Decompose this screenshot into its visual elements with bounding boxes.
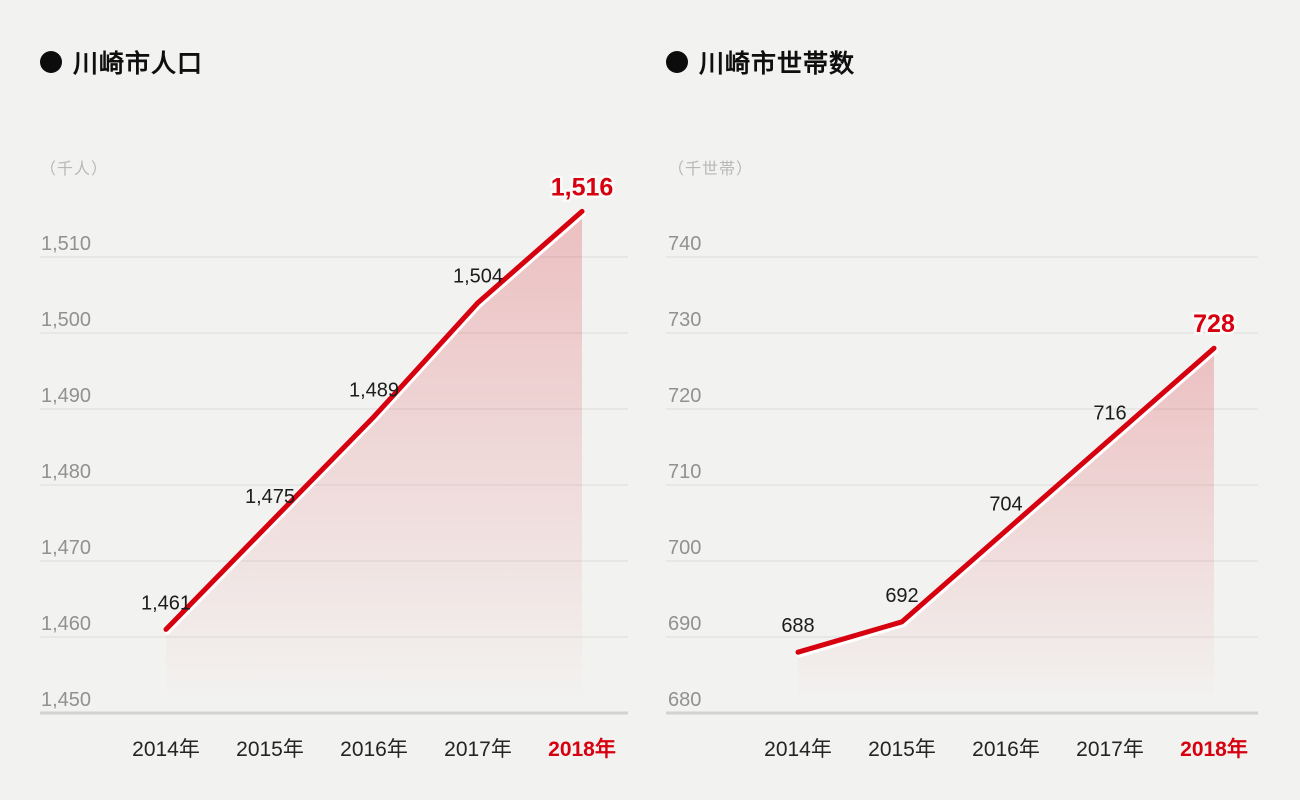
y-tick-label: 1,500 <box>41 309 91 331</box>
y-tick-label: 700 <box>668 537 701 559</box>
households-chart-header: 川崎市世帯数 <box>666 44 855 80</box>
x-tick-label: 2015年 <box>868 738 936 761</box>
y-tick-label: 730 <box>668 309 701 331</box>
highlight-value-label: 728 <box>1193 310 1235 338</box>
value-label: 692 <box>885 585 918 607</box>
x-tick-label-highlight: 2018年 <box>1180 737 1248 761</box>
households-chart-title: 川崎市世帯数 <box>699 50 856 78</box>
y-tick-label: 720 <box>668 385 701 407</box>
population-chart-title: 川崎市人口 <box>73 50 204 78</box>
value-label: 1,475 <box>245 486 295 508</box>
trend-line-shadow <box>165 212 586 635</box>
value-label: 716 <box>1093 402 1126 424</box>
value-label: 1,504 <box>453 266 503 288</box>
value-label: 1,461 <box>141 592 191 614</box>
value-label: 688 <box>781 615 814 637</box>
y-tick-label: 1,460 <box>41 613 91 635</box>
value-label: 1,489 <box>349 380 399 402</box>
y-tick-label: 740 <box>668 233 701 255</box>
y-tick-label: 690 <box>668 613 701 635</box>
value-label: 704 <box>989 494 1022 516</box>
x-tick-label: 2014年 <box>132 738 200 761</box>
highlight-value-label: 1,516 <box>551 173 614 201</box>
households-x-axis: 2014年 2015年 2016年 2017年 2018年 <box>764 737 1248 761</box>
households-unit-label: （千世帯） <box>668 161 754 178</box>
population-unit-label: （千人） <box>40 161 109 178</box>
bullet-icon <box>40 51 62 73</box>
trend-line <box>795 345 1217 655</box>
x-tick-label: 2016年 <box>972 738 1040 761</box>
trend-line-shadow <box>797 348 1218 658</box>
y-tick-label: 1,470 <box>41 537 91 559</box>
x-tick-label-highlight: 2018年 <box>548 737 616 761</box>
y-tick-label: 1,510 <box>41 233 91 255</box>
x-tick-label: 2017年 <box>444 738 512 761</box>
y-tick-label: 680 <box>668 689 701 711</box>
area-fill <box>798 348 1214 702</box>
households-value-labels: 688 692 704 716 728 <box>781 308 1237 638</box>
y-tick-label: 1,450 <box>41 689 91 711</box>
trend-line <box>163 208 585 632</box>
population-x-axis: 2014年 2015年 2016年 2017年 2018年 <box>132 737 616 761</box>
x-tick-label: 2014年 <box>764 738 832 761</box>
area-fill <box>166 211 582 702</box>
bullet-icon <box>666 51 688 73</box>
y-tick-label: 710 <box>668 461 701 483</box>
households-chart: 680 690 700 710 720 730 740 688 692 704 716 728 20… <box>666 233 1258 761</box>
x-tick-label: 2017年 <box>1076 738 1144 761</box>
x-tick-label: 2015年 <box>236 738 304 761</box>
y-tick-label: 1,480 <box>41 461 91 483</box>
y-tick-label: 1,490 <box>41 385 91 407</box>
population-chart-header: 川崎市人口 <box>40 44 203 80</box>
population-chart: 1,450 1,460 1,470 1,480 1,490 1,500 1,510 1,46… <box>40 171 628 761</box>
population-value-labels: 1,461 1,475 1,489 1,504 1,516 <box>141 171 616 615</box>
x-tick-label: 2016年 <box>340 738 408 761</box>
population-grid: 1,450 1,460 1,470 1,480 1,490 1,500 1,510 <box>40 233 628 715</box>
